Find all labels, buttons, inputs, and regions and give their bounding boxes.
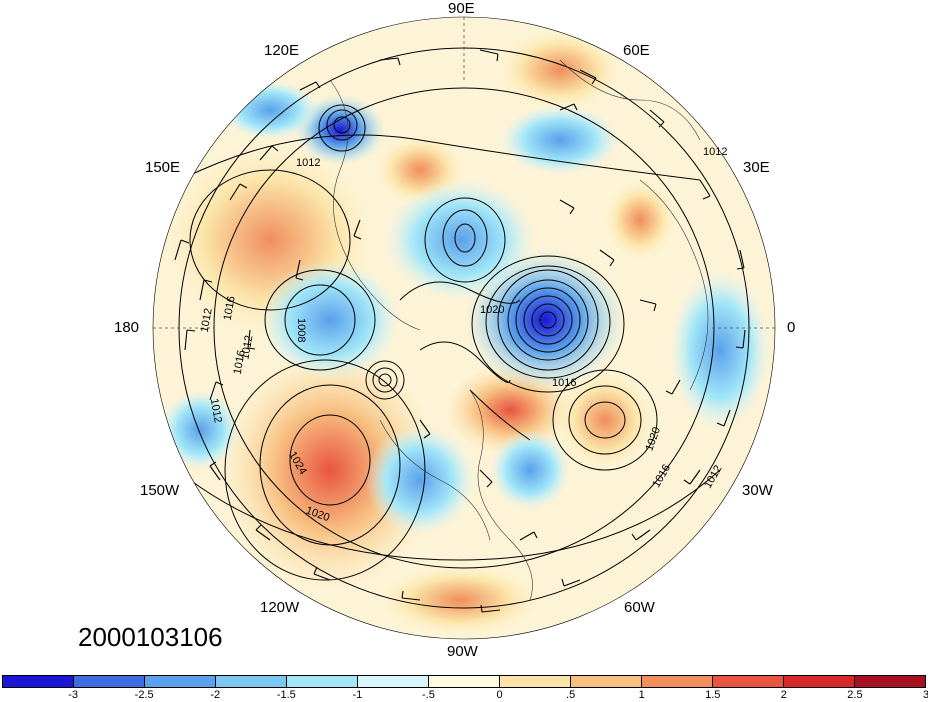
contour-label: 1008: [295, 318, 307, 342]
lon-label-60e: 60E: [623, 42, 650, 59]
colorbar-segment: [145, 676, 216, 687]
colorbar-segment: [855, 676, 925, 687]
anomaly-field: [153, 25, 770, 639]
colorbar-tick-label: -2: [210, 689, 221, 701]
colorbar-tick-label: -1: [352, 689, 363, 701]
contour-label: 1012: [208, 398, 224, 424]
colorbar-segment: [784, 676, 855, 687]
lon-label-120e: 120E: [264, 42, 300, 59]
colorbar-segment: [216, 676, 287, 687]
colorbar-segment: [358, 676, 429, 687]
lon-label-60w: 60W: [624, 599, 655, 616]
colorbar-tick-label: .5: [566, 689, 576, 701]
colorbar-segment: [713, 676, 784, 687]
colorbar-segment: [571, 676, 642, 687]
contour-label: 1012: [239, 334, 255, 360]
date-label: 2000103106: [78, 622, 223, 652]
colorbar-tick-label: -1.5: [276, 689, 296, 701]
colorbar-tick-label: -3: [68, 689, 78, 701]
wind-barbs: [174, 49, 746, 613]
map-border: [152, 16, 776, 640]
contour-label: 1016: [222, 295, 238, 321]
lon-label-30e: 30E: [743, 159, 770, 176]
contour-label: 1012: [199, 307, 215, 333]
colorbar: [2, 675, 926, 688]
lon-label-150e: 150E: [145, 159, 181, 176]
contour-label: 1016: [552, 377, 576, 389]
lon-label-120w: 120W: [260, 599, 300, 616]
colorbar-segment: [642, 676, 713, 687]
colorbar-segment: [429, 676, 500, 687]
colorbar-segment: [500, 676, 571, 687]
contour-label: 1012: [296, 157, 320, 169]
lon-label-150w: 150W: [140, 482, 180, 499]
lon-label-90e: 90E: [448, 0, 475, 17]
graticule: [153, 17, 775, 329]
colorbar-tick-label: 2.5: [847, 689, 863, 701]
colorbar-segment: [3, 676, 74, 687]
colorbar-segment: [287, 676, 358, 687]
colorbar-tick-label: 2: [780, 689, 787, 701]
colorbar-segment: [74, 676, 145, 687]
colorbar-tick-label: 1: [638, 689, 645, 701]
colorbar-tick-label: -.5: [422, 689, 435, 701]
contour-label: 1012: [703, 146, 727, 158]
contour-label: 1020: [480, 304, 504, 316]
colorbar-tick-label: 1.5: [705, 689, 721, 701]
colorbar-tick-label: 0: [496, 689, 503, 701]
contour-label: 1016: [232, 349, 248, 375]
lon-label-30w: 30W: [742, 482, 773, 499]
lon-label-180: 180: [114, 319, 140, 336]
colorbar-tick-label: -2.5: [134, 689, 154, 701]
lon-label-90w: 90W: [447, 643, 478, 660]
coastlines: [329, 59, 709, 601]
colorbar-tick-label: 3: [922, 689, 928, 701]
lon-label-0: 0: [787, 319, 796, 336]
